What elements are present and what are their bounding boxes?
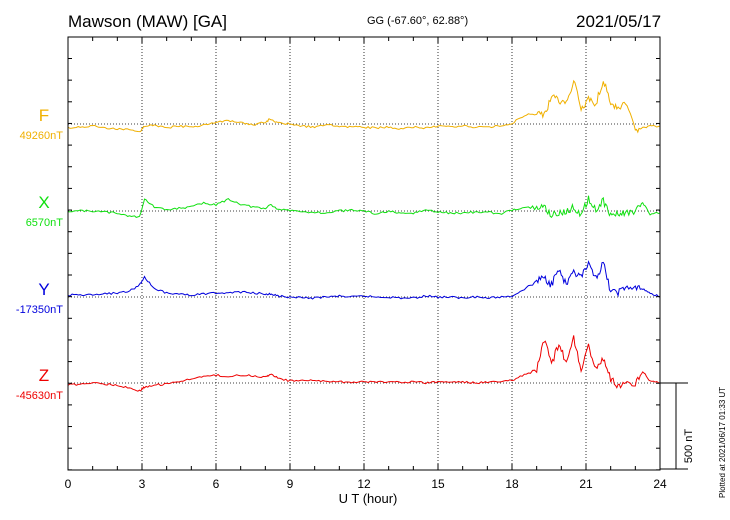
x-tick-label: 21 [579,477,593,491]
series-line-Y [67,260,661,300]
series-baseline-label-Z: -45630nT [16,390,63,402]
series-labels: F 49260nT X 6570nT Y -17350nT Z -45630nT [16,106,63,402]
series-baseline-label-Y: -17350nT [16,304,63,316]
series-name-Y: Y [38,280,49,299]
series-name-F: F [39,106,49,125]
series-line-X [67,195,661,219]
series-line-F [67,79,661,134]
x-tick-label: 24 [653,477,667,491]
axis-ticks: 0 3 6 9 12 15 18 21 24 [65,37,667,491]
x-tick-label: 15 [431,477,445,491]
plotted-timestamp: Plotted at 2021/06/17 01:33 UT [718,386,727,498]
x-axis-label: U T (hour) [339,491,398,506]
series-line-Z [67,335,661,392]
series-baseline-label-X: 6570nT [26,217,64,229]
series-baseline-label-F: 49260nT [20,130,64,142]
scale-bar-label: 500 nT [683,429,695,464]
x-tick-label: 12 [357,477,371,491]
chart-date: 2021/05/17 [576,12,662,31]
station-coordinates: GG (-67.60°, 62.88°) [367,15,469,27]
x-tick-label: 9 [287,477,294,491]
grid-lines [68,37,660,470]
x-tick-label: 0 [65,477,72,491]
x-tick-label: 6 [213,477,220,491]
series-name-X: X [38,193,49,212]
station-title: Mawson (MAW) [GA] [68,12,227,31]
scale-bar: 500 nT [660,382,695,470]
x-tick-label: 18 [505,477,519,491]
x-tick-label: 3 [139,477,146,491]
series-lines [67,79,661,392]
series-name-Z: Z [39,366,49,385]
